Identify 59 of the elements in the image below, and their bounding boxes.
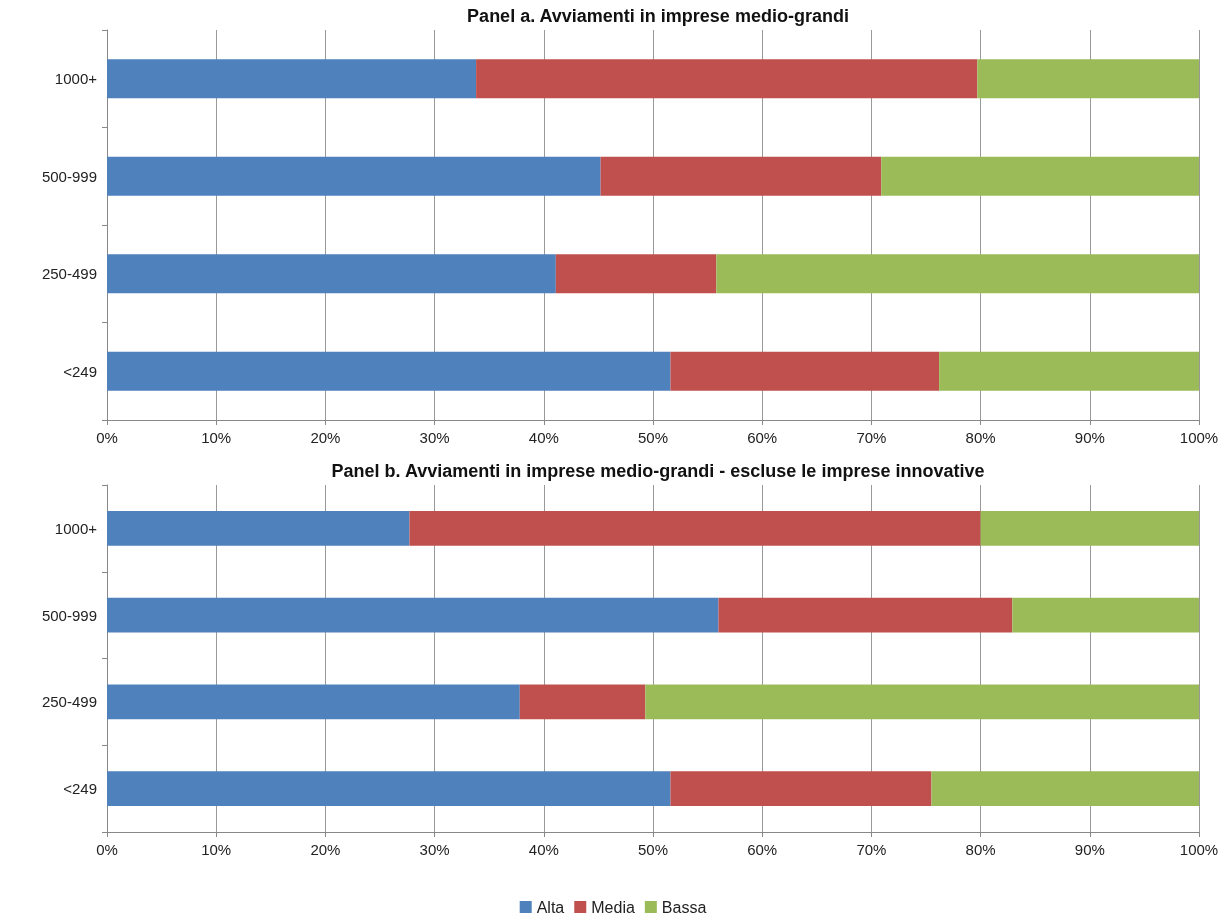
- y-tick-label: 1000+: [54, 70, 98, 88]
- y-tick-label: <249: [63, 362, 97, 380]
- y-tick-label: 500-999: [41, 606, 97, 624]
- x-tick-label: 20%: [310, 429, 341, 446]
- bar: [107, 59, 477, 99]
- bar: [881, 156, 1199, 196]
- x-tick-label: 0%: [96, 429, 118, 446]
- bar: [718, 597, 1013, 633]
- x-tick-label: 100%: [1179, 429, 1219, 446]
- bar: [409, 511, 981, 546]
- x-tick-label: 0%: [96, 841, 118, 858]
- bar: [476, 59, 978, 99]
- x-tick-label: 70%: [856, 841, 887, 858]
- x-tick-label: 30%: [419, 841, 450, 858]
- legend-label: Bassa: [661, 898, 707, 916]
- y-tick-label: 250-499: [41, 265, 97, 283]
- legend-label: Alta: [536, 898, 565, 916]
- bar: [670, 351, 940, 391]
- bar: [107, 511, 410, 546]
- y-tick-label: 500-999: [41, 167, 97, 185]
- bar: [716, 254, 1199, 294]
- bar: [977, 59, 1199, 99]
- x-tick-label: 90%: [1074, 429, 1105, 446]
- x-tick-label: 90%: [1074, 841, 1105, 858]
- chart-title: Panel a. Avviamenti in imprese medio-grandi: [467, 6, 849, 26]
- x-tick-label: 40%: [528, 841, 559, 858]
- x-tick-label: 50%: [637, 841, 669, 858]
- x-tick-label: 10%: [201, 429, 232, 446]
- x-tick-label: 80%: [965, 429, 996, 446]
- x-tick-label: 60%: [747, 841, 778, 858]
- x-tick-label: 10%: [201, 841, 232, 858]
- bar: [519, 684, 646, 720]
- legend-label: Media: [591, 898, 635, 916]
- bar: [107, 597, 719, 633]
- x-tick-label: 20%: [310, 841, 341, 858]
- bar: [107, 351, 671, 391]
- x-tick-label: 50%: [637, 429, 669, 446]
- y-tick-label: 1000+: [54, 519, 98, 537]
- bar: [1012, 597, 1199, 633]
- bar: [939, 351, 1199, 391]
- bar: [645, 684, 1199, 720]
- x-tick-label: 70%: [856, 429, 887, 446]
- bar: [107, 156, 601, 196]
- x-tick-label: 100%: [1179, 841, 1219, 858]
- bar: [931, 771, 1199, 806]
- x-tick-label: 60%: [747, 429, 778, 446]
- bar: [555, 254, 717, 294]
- y-tick-label: <249: [63, 780, 97, 798]
- bar: [107, 684, 520, 720]
- bar: [670, 771, 932, 806]
- bar: [980, 511, 1199, 546]
- x-tick-label: 30%: [419, 429, 450, 446]
- bar: [600, 156, 882, 196]
- chart-title: Panel b. Avviamenti in imprese medio-grandi - escluse le imprese innovative: [331, 461, 985, 481]
- x-tick-label: 40%: [528, 429, 559, 446]
- bar: [107, 254, 556, 294]
- x-tick-label: 80%: [965, 841, 996, 858]
- y-tick-label: 250-499: [41, 693, 97, 711]
- bar: [107, 771, 671, 806]
